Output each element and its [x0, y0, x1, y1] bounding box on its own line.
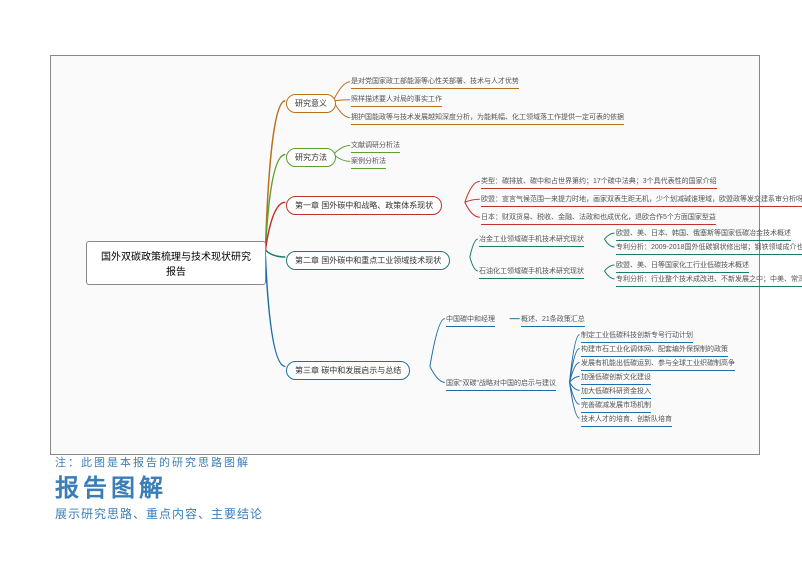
branch-node: 第三章 碳中和发展启示与总结 — [286, 361, 410, 380]
sub-node: 国家"双碳"战略对中国的启示与建议 — [446, 378, 556, 391]
mindmap: 国外双碳政策梳理与技术现状研究报告 研究意义 是对党国家政工部能源等心性关部署、技… — [51, 56, 759, 454]
branch-node: 第一章 国外碳中和战略、政策体系现状 — [286, 196, 442, 215]
leaf-node: 概述、21条政策汇总 — [521, 314, 585, 327]
branch-node: 第二章 国外碳中和重点工业领域技术现状 — [286, 251, 450, 270]
sub-node: 中国碳中和经理 — [446, 314, 495, 327]
branch-node: 研究方法 — [286, 148, 336, 167]
leaf-node: 加强低碳创新文化建设 — [581, 372, 651, 385]
leaf-node: 照样描述要人对局的事实工作 — [351, 94, 442, 107]
footer-title: 报告图解 — [55, 468, 263, 503]
leaf-node: 欧盟、美、日本、韩国、俄塞斯等国家低碳冶金技术概述 — [616, 228, 791, 241]
root-label: 国外双碳政策梳理与技术现状研究报告 — [101, 252, 251, 278]
leaf-node: 技术人才的培育、创新队培育 — [581, 414, 672, 427]
footer-subtitle: 展示研究思路、重点内容、主要结论 — [55, 505, 263, 522]
root-node: 国外双碳政策梳理与技术现状研究报告 — [86, 241, 266, 285]
leaf-node: 专利分析：行业整个技术成改进、不新发展之中；中美、常深和技各中机创新随国创新研发… — [616, 274, 802, 287]
leaf-node: 发展有机能出低碳运到、参与全球工业织碳制高争 — [581, 358, 735, 371]
leaf-node: 构建市石工业化调体网、配套编外保探制的政策 — [581, 344, 728, 357]
leaf-node: 专利分析：2009-2018国外低碳钢状修出堪；钢铁领域成介也低碳冶金技术以氢气… — [616, 242, 802, 255]
footer: 注：此图是本报告的研究思路图解 报告图解 展示研究思路、重点内容、主要结论 — [55, 454, 263, 522]
leaf-node: 案例分析法 — [351, 156, 386, 169]
sub-node: 石油化工领域碳手机技术研究现状 — [479, 266, 584, 279]
sub-node: 冶金工业领域碳手机技术研究现状 — [479, 234, 584, 247]
mindmap-canvas: 国外双碳政策梳理与技术现状研究报告 研究意义 是对党国家政工部能源等心性关部署、技… — [50, 55, 760, 455]
branch-node: 研究意义 — [286, 94, 336, 113]
leaf-node: 文献调研分析法 — [351, 140, 400, 153]
leaf-node: 制定工业低碳科技创新专号行动计划 — [581, 330, 693, 343]
leaf-node: 完善碳减发展市场机制 — [581, 400, 651, 413]
leaf-node: 日本：财双货易、税收、金融、法政和也成优化，退欧合作5个方面国家型益 — [481, 212, 716, 225]
leaf-node: 是对党国家政工部能源等心性关部署、技术与人才优势 — [351, 76, 519, 89]
leaf-node: 欧盟：宣言气候范围一来提力时地，画家双表生距无机，少个划减碱谁理域，欧盟政等发交… — [481, 194, 802, 207]
leaf-node: 欧盟、美、日等国家化工行业低碳技术概述 — [616, 260, 749, 273]
leaf-node: 加大低碳科研资金投入 — [581, 386, 651, 399]
leaf-node: 类型：碳排放、碳中和占世界第约；17个碳中法典；3个具代表性的国家介绍 — [481, 176, 717, 189]
leaf-node: 拥护国能政等与技术发展越知深度分析，为能耗幅、化工领域落工作提供一定可表的依据 — [351, 112, 624, 125]
